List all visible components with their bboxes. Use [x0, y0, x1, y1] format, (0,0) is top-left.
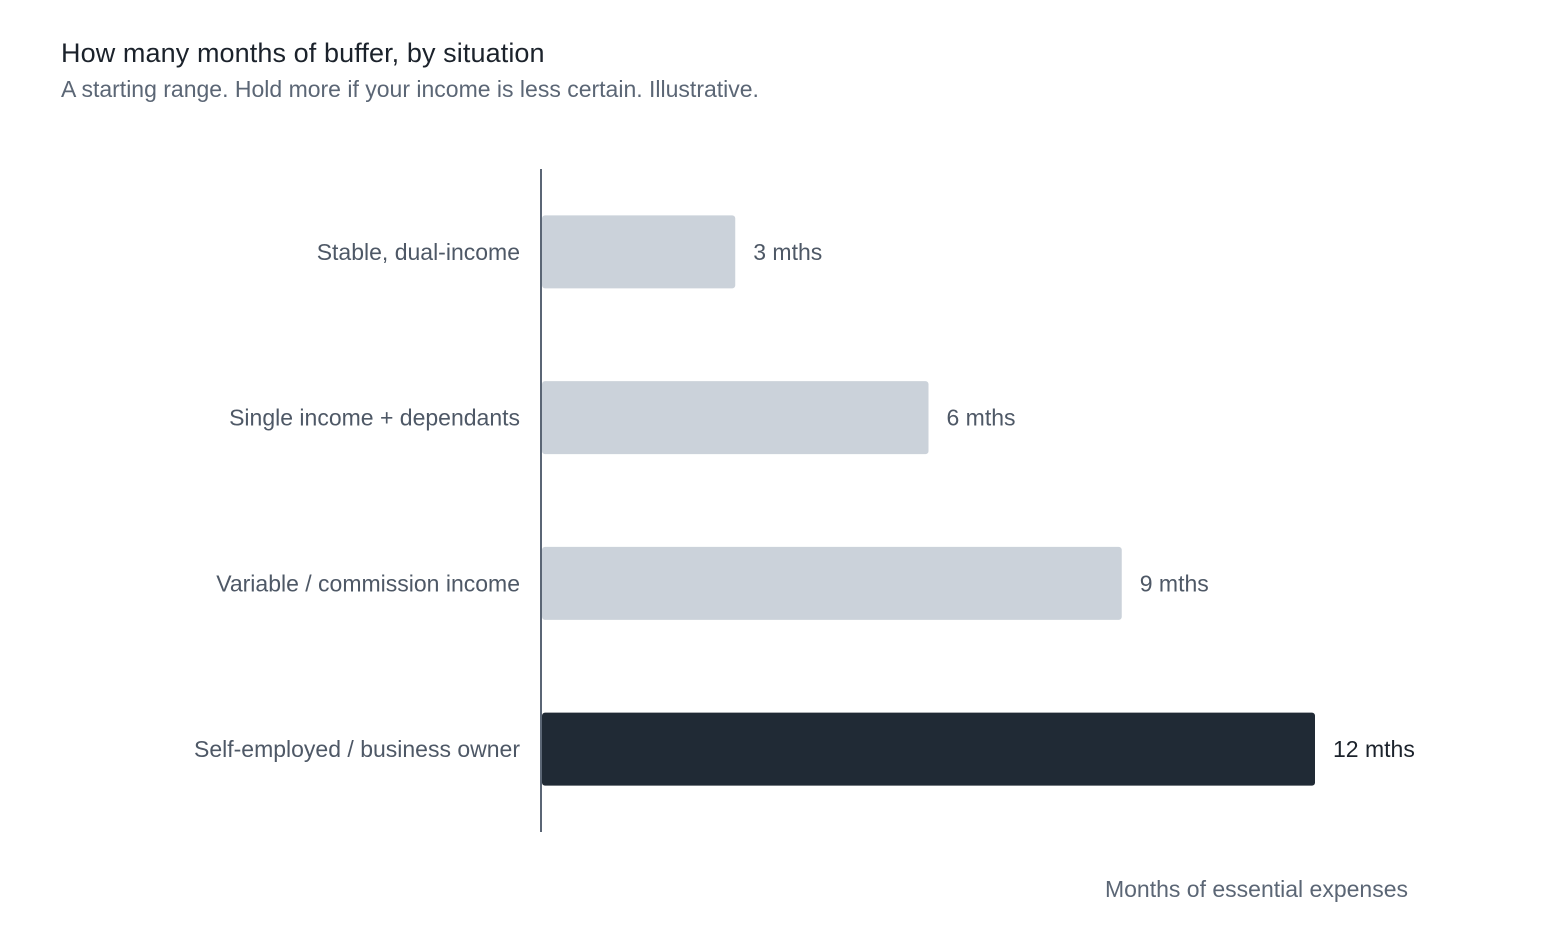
value-label-4: 12 mths [1333, 736, 1415, 762]
chart-title: How many months of buffer, by situation [61, 38, 545, 68]
x-axis-title: Months of essential expenses [1105, 876, 1408, 902]
value-label-3: 9 mths [1140, 570, 1209, 596]
chart-subtitle: A starting range. Hold more if your inco… [61, 76, 759, 102]
bar-4 [542, 712, 1315, 786]
bars-layer [542, 215, 1315, 786]
bar-2 [542, 381, 929, 455]
category-label-1: Stable, dual-income [317, 239, 520, 265]
category-label-2: Single income + dependants [229, 405, 520, 431]
value-label-1: 3 mths [753, 239, 822, 265]
category-label-3: Variable / commission income [216, 570, 520, 596]
category-label-4: Self-employed / business owner [194, 736, 520, 762]
labels-layer: Stable, dual-income 3 mths Single income +… [194, 239, 1415, 762]
bar-1 [542, 215, 736, 289]
value-label-2: 6 mths [947, 405, 1016, 431]
bar-3 [542, 546, 1122, 620]
